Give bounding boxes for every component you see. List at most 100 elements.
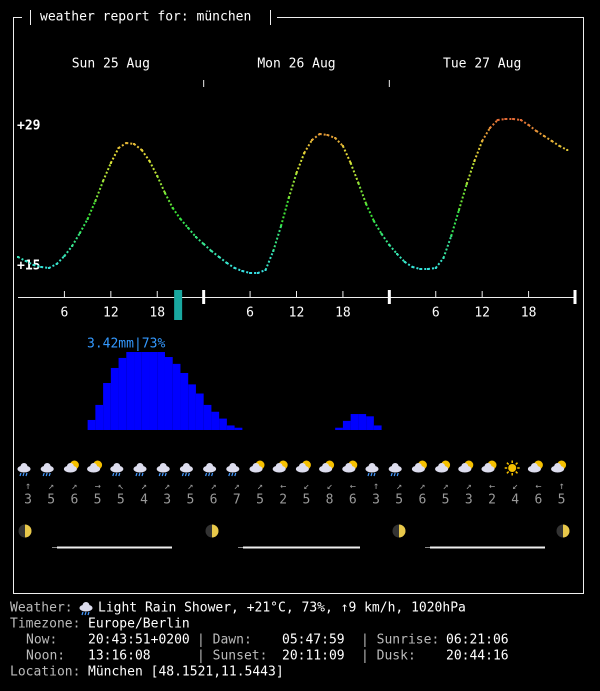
- rain-icon: [87, 611, 90, 616]
- cloud-icon: [414, 463, 422, 470]
- cloud-icon: [43, 463, 51, 470]
- temperature-point: [287, 197, 290, 199]
- temperature-segment: [551, 140, 561, 147]
- temperature-segment: [79, 218, 89, 234]
- temperature-point: [233, 267, 236, 269]
- temperature-point: [349, 162, 352, 164]
- sun-ray: [506, 471, 510, 474]
- temperature-point: [202, 243, 205, 245]
- now-marker: [174, 290, 183, 320]
- cloud-icon: [275, 463, 283, 470]
- y-tick-label: +29: [17, 119, 40, 134]
- temperature-point: [295, 172, 298, 174]
- temperature-point: [187, 227, 190, 229]
- rain-icon: [393, 472, 396, 477]
- temperature-point: [40, 266, 43, 268]
- temperature-point: [109, 162, 112, 164]
- temperature-segment: [349, 162, 360, 184]
- temperature-segment: [512, 118, 521, 121]
- wind-speed: 5: [94, 493, 102, 508]
- moon-lit: [25, 524, 32, 538]
- precip-bar: [164, 357, 173, 430]
- hour-label: 18: [521, 306, 537, 321]
- temperature-segment: [226, 262, 236, 269]
- rain-icon: [81, 611, 84, 616]
- rain-icon: [141, 472, 144, 477]
- wind-direction: ↙: [327, 481, 333, 492]
- wind-speed: 4: [140, 493, 148, 508]
- temperature-segment: [109, 147, 120, 164]
- wind-direction: ↙: [303, 481, 309, 492]
- wind-speed: 3: [465, 493, 473, 508]
- temperature-segment: [434, 257, 445, 269]
- temperature-segment: [427, 267, 436, 270]
- temperature-point: [55, 263, 58, 265]
- temperature-segment: [234, 267, 243, 272]
- temperature-point: [17, 256, 19, 258]
- temperature-segment: [156, 175, 166, 194]
- temperature-segment: [242, 270, 251, 274]
- temperature-point: [179, 218, 182, 220]
- precip-bar: [226, 425, 235, 430]
- wind-direction: ↗: [141, 481, 147, 492]
- precip-bar: [211, 411, 220, 430]
- temperature-segment: [559, 145, 568, 151]
- temperature-segment: [71, 232, 81, 247]
- temperature-point: [535, 130, 538, 132]
- frame: [13, 17, 584, 594]
- temperature-segment: [334, 137, 344, 147]
- y-tick-label: +15: [17, 259, 40, 274]
- wind-speed: 5: [395, 493, 403, 508]
- temperature-segment: [33, 264, 42, 268]
- value: Light Rain Shower, +21°C, 73%, ↑9 km/h, …: [98, 601, 466, 616]
- rain-icon: [231, 472, 234, 477]
- wind-direction: ↗: [211, 481, 217, 492]
- temperature-segment: [17, 256, 27, 262]
- label: | Dawn:: [197, 633, 252, 648]
- wind-direction: ↗: [466, 481, 472, 492]
- temperature-point: [326, 134, 329, 136]
- day-label: Sun 25 Aug: [72, 57, 150, 72]
- rain-icon: [367, 472, 370, 477]
- temperature-segment: [311, 133, 321, 141]
- wind-direction: ↗: [419, 481, 425, 492]
- cloud-icon: [368, 463, 376, 470]
- temperature-point: [47, 267, 50, 269]
- label: | Sunset:: [197, 649, 267, 664]
- wind-speed: 5: [442, 493, 450, 508]
- rain-icon: [228, 472, 231, 477]
- sun-icon: [508, 464, 517, 472]
- precip-bar: [195, 393, 204, 430]
- precip-bar: [172, 363, 181, 430]
- temperature-point: [163, 192, 166, 194]
- precip-bar: [149, 352, 158, 430]
- temperature-point: [496, 119, 499, 121]
- label: Weather:: [10, 601, 73, 616]
- rain-icon: [45, 472, 48, 477]
- temperature-segment: [481, 127, 491, 142]
- cloud-icon: [322, 463, 330, 470]
- temperature-point: [334, 137, 337, 139]
- rain-icon: [373, 472, 376, 477]
- wind-direction: ←: [350, 481, 356, 492]
- hour-label: 6: [246, 306, 254, 321]
- hour-label: 12: [103, 306, 119, 321]
- temperature-point: [78, 232, 81, 234]
- rain-icon: [115, 472, 118, 477]
- precip-bar: [157, 352, 165, 430]
- cloud-icon: [438, 463, 446, 470]
- precip-bar: [373, 425, 382, 430]
- temperature-point: [442, 257, 445, 259]
- temperature-point: [264, 269, 267, 271]
- temperature-segment: [55, 255, 66, 265]
- wind-speed: 6: [349, 493, 357, 508]
- temperature-point: [450, 235, 453, 237]
- temperature-segment: [450, 209, 460, 237]
- temperature-segment: [257, 269, 266, 274]
- rain-icon: [84, 611, 87, 616]
- precip-bar: [358, 414, 367, 430]
- moon-lit: [399, 524, 406, 538]
- temperature-segment: [319, 133, 328, 136]
- wind-speed: 8: [326, 493, 334, 508]
